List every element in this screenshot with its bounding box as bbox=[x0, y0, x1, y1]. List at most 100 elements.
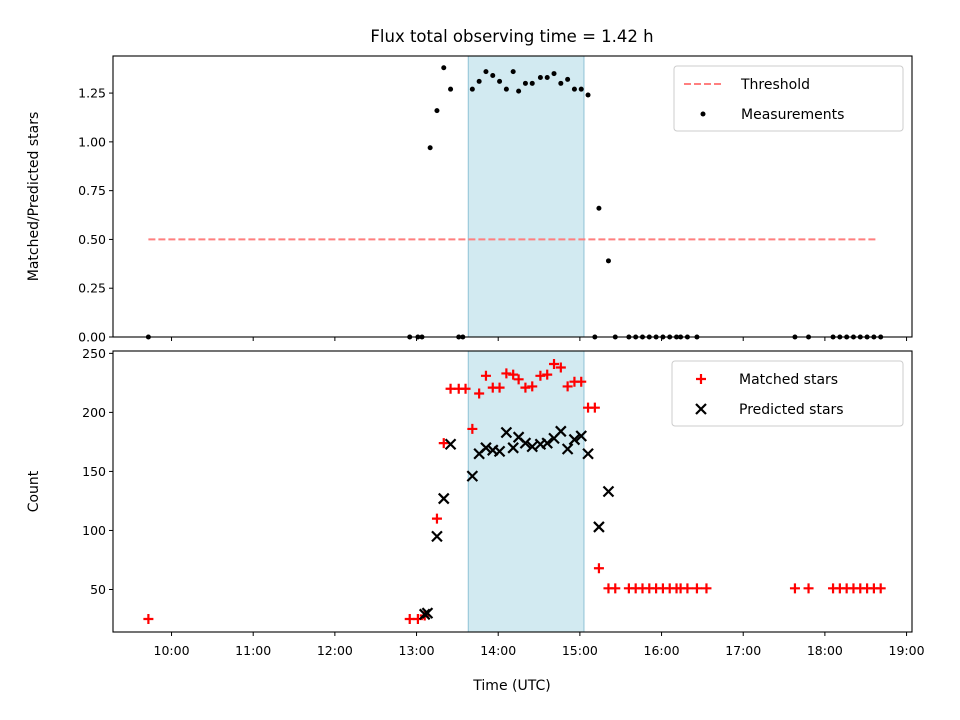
data-point bbox=[500, 426, 513, 439]
x-axis-label: Time (UTC) bbox=[472, 678, 550, 694]
data-point bbox=[143, 614, 154, 625]
observing-span-shade bbox=[467, 55, 585, 338]
legend-box bbox=[673, 65, 904, 132]
data-point bbox=[593, 563, 604, 574]
x-tick-label: 16:00 bbox=[644, 643, 680, 658]
data-point bbox=[483, 69, 489, 75]
data-point bbox=[568, 433, 581, 446]
data-point bbox=[527, 381, 538, 392]
y-tick-label: 150 bbox=[82, 464, 106, 479]
data-point bbox=[575, 430, 588, 442]
top-panel: 0.00 0.25 0.50 0.75 1.00 1.25 Matched/Predicte… bbox=[26, 55, 913, 345]
data-point bbox=[558, 80, 564, 86]
data-point bbox=[701, 583, 712, 594]
observing-span-shade bbox=[467, 350, 585, 633]
plot-frame bbox=[112, 55, 913, 338]
data-point bbox=[582, 447, 594, 460]
data-point bbox=[605, 258, 611, 264]
legend-box bbox=[671, 360, 904, 427]
bottom-panel: 50 100 150 200 250 10:00 11:00 12:00 13:00 14:00 1… bbox=[26, 346, 925, 658]
data-point bbox=[466, 470, 479, 482]
data-point bbox=[493, 445, 506, 458]
legend-swatch-marker bbox=[695, 403, 707, 415]
data-point bbox=[507, 442, 519, 454]
data-point bbox=[501, 368, 512, 379]
y-tick-label: 1.25 bbox=[78, 86, 106, 101]
x-tick-label: 19:00 bbox=[889, 643, 925, 658]
data-point bbox=[434, 108, 440, 114]
y-tick-label: 0.25 bbox=[78, 281, 106, 296]
legend-label: Predicted stars bbox=[739, 402, 844, 418]
data-point bbox=[520, 382, 531, 393]
data-point bbox=[691, 583, 702, 594]
data-point bbox=[541, 437, 553, 449]
y-axis-label: Matched/Predicted stars bbox=[26, 112, 42, 282]
legend: Matched stars Predicted stars bbox=[671, 360, 904, 427]
legend-label: Matched stars bbox=[739, 372, 838, 388]
data-point bbox=[526, 440, 539, 453]
data-point bbox=[561, 443, 574, 455]
data-point bbox=[494, 382, 505, 393]
y-tick-label: 50 bbox=[90, 582, 106, 597]
data-point bbox=[596, 205, 602, 211]
data-point bbox=[508, 369, 519, 380]
x-tick-label: 18:00 bbox=[807, 643, 843, 658]
y-tick-label: 250 bbox=[82, 346, 106, 361]
series-predicted-stars bbox=[418, 425, 615, 621]
data-point bbox=[421, 607, 434, 619]
data-point bbox=[431, 513, 442, 524]
data-point bbox=[578, 86, 584, 92]
data-point bbox=[571, 86, 577, 92]
x-tick-label: 10:00 bbox=[154, 643, 190, 658]
y-tick-label: 0.00 bbox=[78, 330, 106, 345]
data-point bbox=[529, 80, 535, 86]
data-point bbox=[460, 383, 471, 394]
data-point bbox=[448, 86, 454, 92]
data-point bbox=[474, 388, 485, 399]
data-point bbox=[438, 438, 449, 449]
data-point bbox=[476, 78, 482, 84]
data-point bbox=[513, 374, 524, 385]
data-point bbox=[469, 86, 475, 92]
data-point bbox=[875, 583, 886, 594]
y-axis-label: Count bbox=[26, 470, 42, 512]
data-point bbox=[522, 80, 528, 86]
data-point bbox=[789, 583, 800, 594]
data-point bbox=[593, 521, 605, 533]
data-point bbox=[431, 530, 443, 543]
data-point bbox=[467, 423, 478, 434]
data-point bbox=[535, 370, 546, 381]
data-point bbox=[437, 492, 450, 505]
y-tick-label: 0.50 bbox=[78, 232, 106, 247]
x-tick-label: 15:00 bbox=[562, 643, 598, 658]
x-tick-label: 13:00 bbox=[399, 643, 435, 658]
data-point bbox=[490, 73, 496, 79]
legend-label: Measurements bbox=[741, 107, 844, 123]
data-point bbox=[565, 76, 571, 82]
y-tick-label: 100 bbox=[82, 523, 106, 538]
data-point bbox=[427, 145, 433, 151]
x-tick-label: 14:00 bbox=[480, 643, 516, 658]
data-point bbox=[542, 369, 553, 380]
data-point bbox=[480, 370, 491, 381]
y-tick-label: 200 bbox=[82, 405, 106, 420]
x-tick-label: 11:00 bbox=[235, 643, 271, 658]
data-point bbox=[555, 425, 567, 438]
data-point bbox=[510, 69, 516, 75]
data-point bbox=[516, 88, 522, 94]
legend: Threshold Measurements bbox=[673, 65, 904, 132]
data-point bbox=[602, 485, 615, 498]
data-point bbox=[555, 362, 566, 373]
y-tick-label: 0.75 bbox=[78, 183, 106, 198]
y-tick-label: 1.00 bbox=[78, 134, 106, 149]
data-point bbox=[441, 65, 447, 71]
data-point bbox=[519, 437, 532, 449]
legend-swatch-dot bbox=[700, 111, 706, 117]
data-point bbox=[585, 92, 591, 98]
data-point bbox=[544, 74, 550, 80]
x-tick-label: 12:00 bbox=[317, 643, 353, 658]
data-point bbox=[497, 78, 503, 84]
data-point bbox=[503, 86, 509, 92]
data-point bbox=[589, 402, 600, 413]
